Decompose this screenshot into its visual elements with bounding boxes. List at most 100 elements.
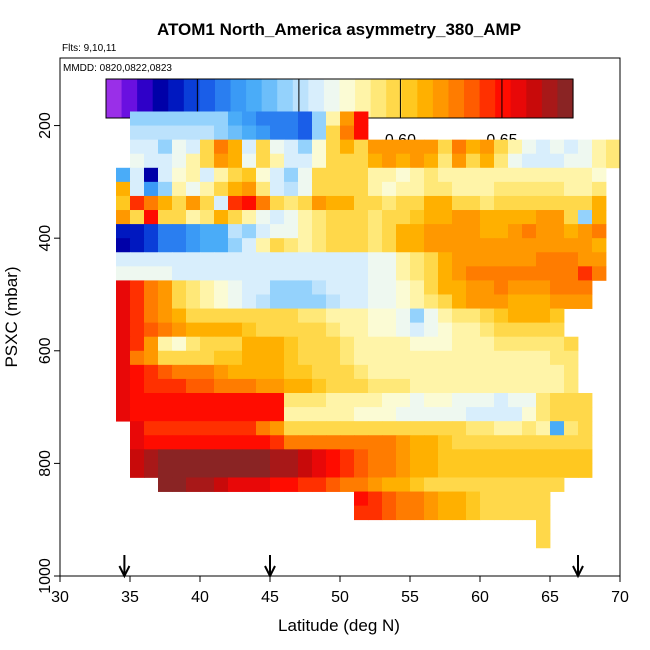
heatmap-cell <box>536 477 551 492</box>
heatmap-cell <box>158 125 173 141</box>
heatmap-cell <box>480 505 495 521</box>
heatmap-cell <box>312 435 327 450</box>
heatmap-cell <box>298 463 313 478</box>
heatmap-cell <box>172 139 187 155</box>
heatmap-cell <box>410 336 425 352</box>
heatmap-cell <box>172 322 187 338</box>
heatmap-cell <box>130 238 145 253</box>
colorbar-swatch <box>401 79 418 118</box>
heatmap-cell <box>382 238 397 253</box>
heatmap-cell <box>480 238 495 253</box>
heatmap-cell <box>158 378 173 394</box>
flights-label: Flts: 9,10,11 <box>62 43 117 54</box>
heatmap-cell <box>312 477 327 492</box>
heatmap-cell <box>466 364 481 380</box>
heatmap-cell <box>284 280 299 295</box>
heatmap-cell <box>396 238 411 253</box>
heatmap-cell <box>186 167 201 183</box>
heatmap-cell <box>326 378 341 394</box>
heatmap-cell <box>298 153 313 169</box>
heatmap-cell <box>508 322 523 338</box>
heatmap-cell <box>354 139 369 155</box>
heatmap-cell <box>410 252 425 267</box>
heatmap-cell <box>382 167 397 183</box>
heatmap-cell <box>368 195 383 211</box>
heatmap-cell <box>410 280 425 295</box>
heatmap-cell <box>438 153 453 169</box>
heatmap-cell <box>536 294 551 309</box>
heatmap-cell <box>410 139 425 155</box>
x-axis: 30 35 40 45 50 55 60 65 70 <box>51 576 629 606</box>
heatmap-cell <box>396 336 411 352</box>
heatmap-cell <box>242 280 257 295</box>
heatmap-cell <box>578 435 593 450</box>
heatmap-cell <box>452 181 467 197</box>
colorbar <box>105 78 574 119</box>
heatmap-cell <box>452 238 467 253</box>
heatmap-cell <box>116 266 131 281</box>
heatmap-cell <box>522 210 537 225</box>
heatmap-cell <box>256 125 271 141</box>
heatmap-cell <box>228 139 243 155</box>
heatmap-cell <box>508 378 523 394</box>
heatmap-cell <box>200 449 215 464</box>
heatmap-cell <box>368 167 383 183</box>
heatmap-cell <box>186 125 201 141</box>
heatmap-cell <box>382 210 397 225</box>
colorbar-swatch <box>106 79 123 118</box>
heatmap-cell <box>396 364 411 380</box>
heatmap-cell <box>242 167 257 183</box>
heatmap-cell <box>158 364 173 380</box>
heatmap-cell <box>200 266 215 281</box>
heatmap-cell <box>382 505 397 521</box>
heatmap-cell <box>144 210 159 225</box>
heatmap-cell <box>438 266 453 281</box>
heatmap-cell <box>158 407 173 422</box>
heatmap-cell <box>130 435 145 450</box>
heatmap-cell <box>116 195 131 211</box>
heatmap-cell <box>382 421 397 436</box>
heatmap-cell <box>480 266 495 281</box>
heatmap-cell <box>144 407 159 422</box>
heatmap-cell <box>354 449 369 464</box>
heatmap-cell <box>396 463 411 478</box>
heatmap-cell <box>424 449 439 464</box>
heatmap-cell <box>130 266 145 281</box>
heatmap-cell <box>452 167 467 183</box>
heatmap-cell <box>326 322 341 338</box>
heatmap-cell <box>172 336 187 352</box>
heatmap-cell <box>536 421 551 436</box>
heatmap-cell <box>186 181 201 197</box>
heatmap-cell <box>536 167 551 183</box>
heatmap-cell <box>144 167 159 183</box>
heatmap-cell <box>270 463 285 478</box>
heatmap-cell <box>186 294 201 309</box>
heatmap-cell <box>270 364 285 380</box>
heatmap-cell <box>508 238 523 253</box>
heatmap-cell <box>578 393 593 408</box>
heatmap-cell <box>564 167 579 183</box>
heatmap-cell <box>550 224 565 239</box>
heatmap-cell <box>214 125 229 141</box>
heatmap-cell <box>242 393 257 408</box>
heatmap-cell <box>466 435 481 450</box>
heatmap-cell <box>564 280 579 295</box>
colorbar-swatch <box>479 79 496 118</box>
heatmap-cell <box>382 449 397 464</box>
heatmap-cell <box>256 364 271 380</box>
heatmap-cell <box>144 238 159 253</box>
heatmap-cell <box>550 393 565 408</box>
heatmap-cell <box>256 153 271 169</box>
heatmap-cell <box>172 393 187 408</box>
heatmap-cell <box>508 449 523 464</box>
heatmap-cell <box>172 407 187 422</box>
heatmap-cell <box>256 139 271 155</box>
heatmap-cell <box>592 252 607 267</box>
heatmap-cell <box>550 181 565 197</box>
heatmap-cell <box>270 167 285 183</box>
heatmap-cell <box>200 111 215 126</box>
heatmap-cell <box>410 505 425 521</box>
heatmap-cell <box>116 336 131 352</box>
heatmap-cell <box>312 449 327 464</box>
heatmap-cell <box>578 463 593 478</box>
